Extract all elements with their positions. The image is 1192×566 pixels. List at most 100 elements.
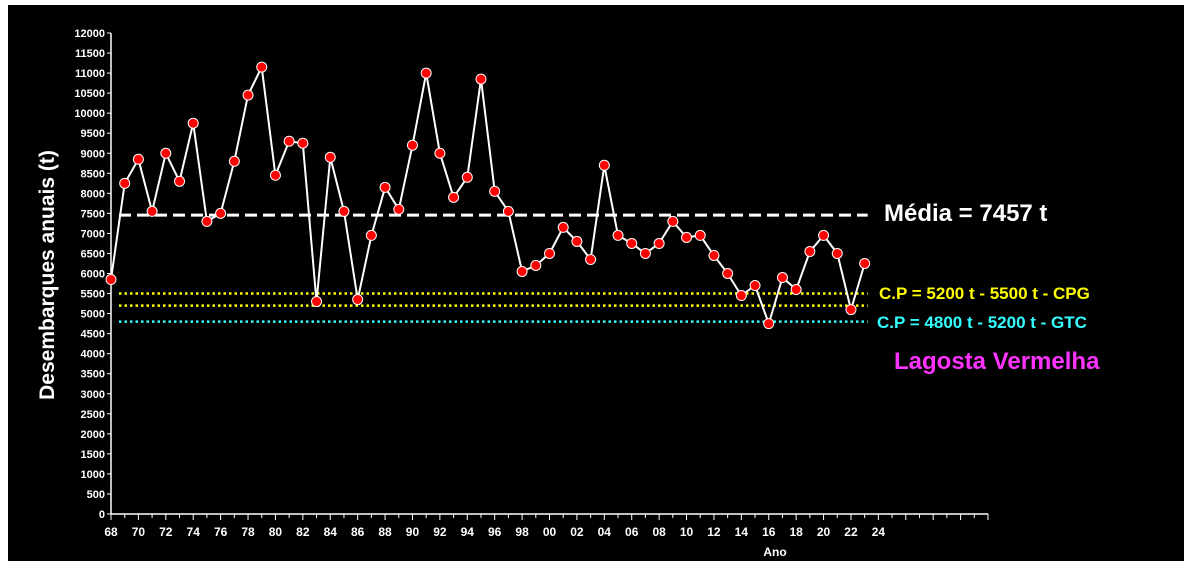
data-point <box>818 229 830 241</box>
y-tick-label: 10500 <box>74 88 105 100</box>
data-point <box>338 205 350 217</box>
x-tick-label: 88 <box>378 525 392 539</box>
y-tick-label: 1000 <box>81 469 105 481</box>
x-tick-label: 22 <box>844 525 858 539</box>
y-tick-label: 11500 <box>75 48 105 60</box>
x-tick-label: 74 <box>187 525 201 539</box>
y-tick-label: 3500 <box>81 369 105 381</box>
y-tick-label: 11000 <box>75 68 105 80</box>
data-point <box>859 257 871 269</box>
data-point <box>119 177 131 189</box>
y-axis-ticks: 0 500 1000 1500 2000 2500 3000 3500 4000 4500 5000… <box>74 28 111 521</box>
x-tick-label: 96 <box>488 525 502 539</box>
y-tick-label: 12000 <box>74 28 105 40</box>
data-point <box>571 235 583 247</box>
data-point <box>489 185 501 197</box>
data-point <box>639 247 651 259</box>
x-tick-label: 06 <box>625 525 639 539</box>
data-point <box>187 117 199 129</box>
y-tick-label: 4500 <box>81 329 105 341</box>
species-annotation: Lagosta Vermelha <box>894 348 1100 375</box>
data-point <box>612 229 624 241</box>
data-point <box>393 203 405 215</box>
x-tick-label: 16 <box>762 525 776 539</box>
data-point <box>105 274 117 286</box>
data-point <box>160 147 172 159</box>
data-point <box>448 191 460 203</box>
cpg-label: C.P = 5200 t - 5500 t - CPG <box>879 284 1090 303</box>
data-point <box>475 73 487 85</box>
x-tick-label: 20 <box>817 525 831 539</box>
data-point <box>722 268 734 279</box>
data-point <box>365 229 377 241</box>
data-point <box>694 229 706 241</box>
y-tick-label: 7000 <box>81 228 105 240</box>
x-tick-label: 76 <box>214 525 228 539</box>
data-point <box>379 181 391 193</box>
data-point <box>461 171 473 183</box>
data-point <box>297 137 309 149</box>
data-point <box>626 237 638 249</box>
y-tick-label: 2500 <box>81 409 105 421</box>
x-tick-label: 90 <box>406 525 420 539</box>
data-point <box>708 249 720 261</box>
data-point <box>406 139 418 151</box>
data-point <box>831 247 843 259</box>
data-point <box>420 67 432 79</box>
y-tick-label: 7500 <box>81 208 105 220</box>
data-point <box>763 318 775 330</box>
data-point <box>146 205 158 217</box>
y-tick-label: 10000 <box>74 108 105 120</box>
x-tick-label: 82 <box>296 525 310 539</box>
x-tick-label: 00 <box>543 525 557 539</box>
gtc-label: C.P = 4800 t - 5200 t - GTC <box>877 313 1087 332</box>
mean-label: Média = 7457 t <box>884 200 1047 227</box>
data-point <box>845 304 857 316</box>
x-tick-label: 12 <box>707 525 721 539</box>
x-tick-label: 70 <box>132 525 146 539</box>
x-tick-label: 78 <box>241 525 255 539</box>
x-tick-label: 24 <box>872 525 886 539</box>
data-point <box>585 253 597 265</box>
data-point <box>516 265 528 277</box>
data-point <box>228 155 240 167</box>
x-tick-label: 84 <box>324 525 338 539</box>
data-point <box>804 245 816 257</box>
chart-frame: 0 500 1000 1500 2000 2500 3000 3500 4000 4500 5000… <box>8 5 1184 561</box>
x-tick-label: 86 <box>351 525 365 539</box>
y-tick-label: 0 <box>99 509 105 521</box>
y-tick-label: 1500 <box>81 449 105 461</box>
x-tick-label: 14 <box>735 525 749 539</box>
y-tick-label: 4000 <box>81 349 105 361</box>
data-point <box>502 205 514 217</box>
data-point <box>681 231 693 243</box>
data-point <box>132 153 144 165</box>
data-point <box>215 207 227 219</box>
y-tick-label: 5500 <box>81 289 105 301</box>
reference-lines <box>119 213 868 323</box>
x-tick-label: 10 <box>680 525 694 539</box>
y-tick-label: 6500 <box>81 248 105 260</box>
y-tick-label: 2000 <box>81 429 105 441</box>
data-point <box>749 280 761 292</box>
data-point <box>667 215 679 227</box>
data-point <box>790 284 802 296</box>
x-axis-ticks: 68 70 72 74 76 78 80 82 84 86 88 90 92 94 96 98 00 02 04 06… <box>104 514 989 539</box>
y-axis-label: Desembarques anuais (t) <box>36 150 59 400</box>
data-point <box>269 169 281 181</box>
data-point <box>598 159 610 171</box>
x-tick-label: 04 <box>598 525 612 539</box>
data-point <box>174 175 186 187</box>
data-point <box>324 151 336 163</box>
x-tick-label: 72 <box>159 525 173 539</box>
x-tick-label: 02 <box>570 525 584 539</box>
data-point <box>311 296 323 308</box>
data-point <box>735 290 747 302</box>
x-tick-label: 92 <box>433 525 447 539</box>
x-tick-label: 08 <box>652 525 666 539</box>
data-point <box>283 135 295 147</box>
data-point <box>557 221 569 233</box>
data-point <box>544 247 555 259</box>
data-series <box>105 61 871 330</box>
y-tick-label: 9500 <box>81 128 105 140</box>
